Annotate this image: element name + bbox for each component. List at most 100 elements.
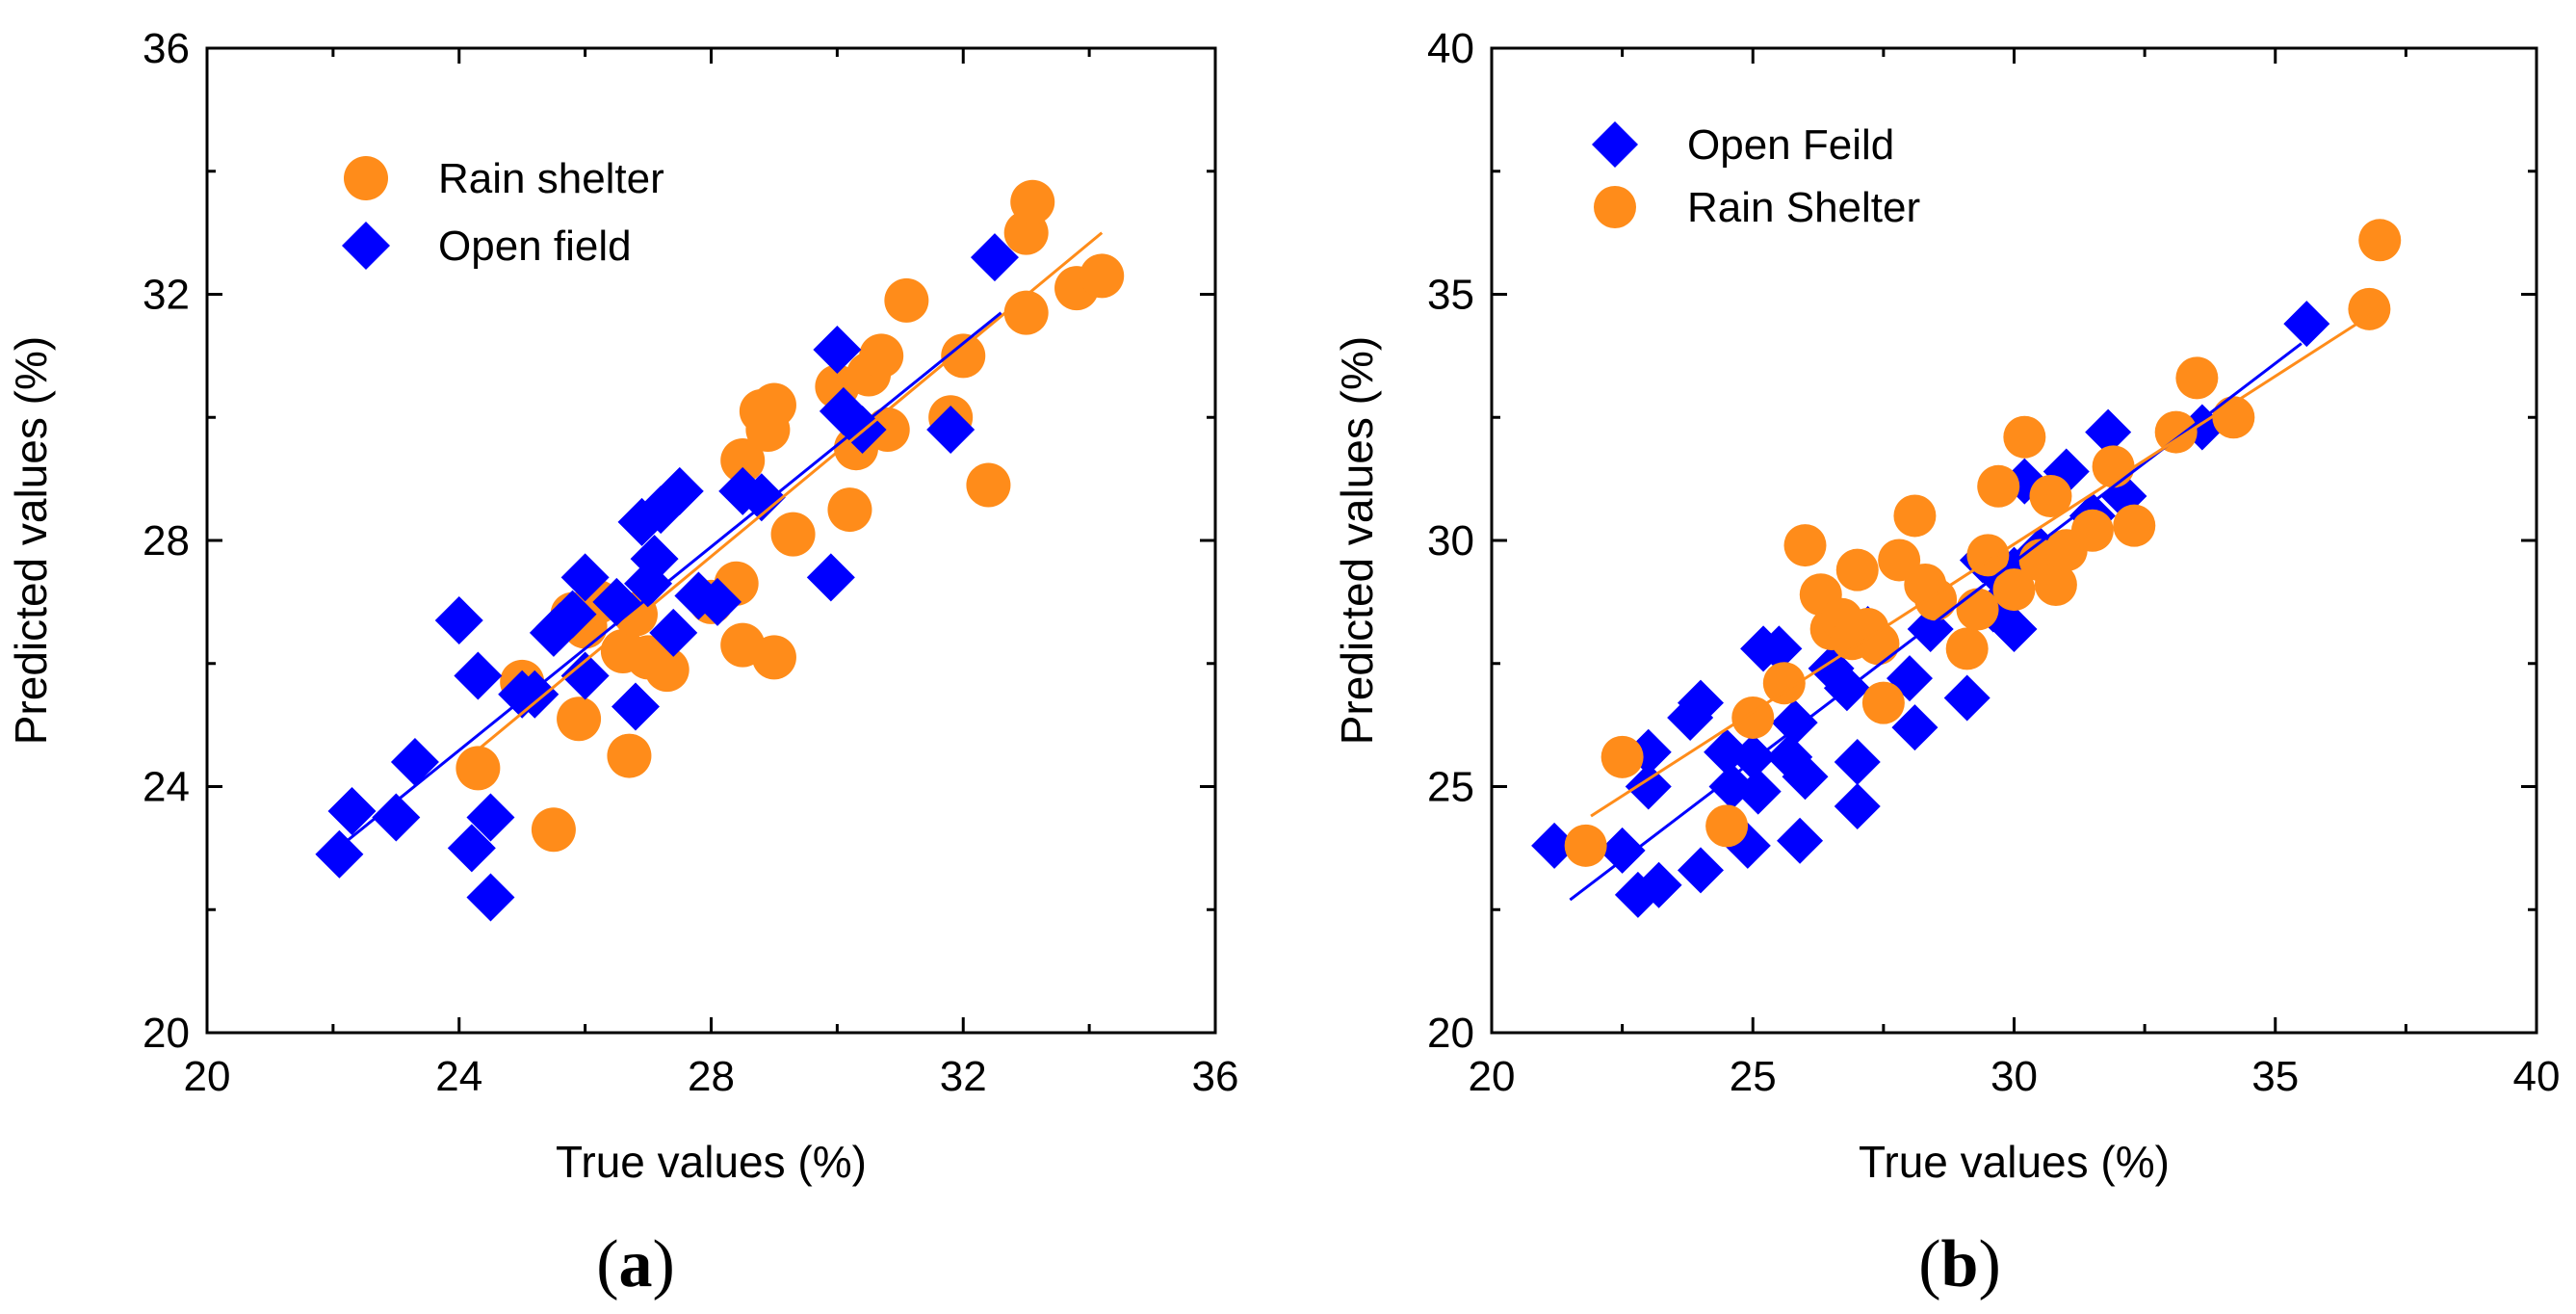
chart-b-xlabel: True values (%) — [1859, 1137, 2170, 1187]
chart-a-legend-open-field-label: Open field — [438, 223, 632, 270]
panel-b-chart: 20 25 30 35 40 20 25 30 35 40 True values (%) Predi… — [1332, 25, 2560, 1187]
chart-a-xtick-label: 32 — [940, 1053, 987, 1100]
chart-b-rain-shelter-point — [2113, 504, 2156, 547]
chart-a-rain-shelter-point — [455, 746, 501, 791]
panel-b-caption: (b) — [1918, 1227, 2001, 1301]
chart-a-open-field-point — [466, 793, 515, 842]
chart-b-xtick-label: 35 — [2251, 1053, 2299, 1100]
chart-b-rain-shelter-point — [2358, 219, 2402, 262]
chart-a-ytick-label: 28 — [143, 517, 190, 565]
chart-b-rain-shelter-point — [1762, 662, 1806, 705]
chart-a-open-field-point — [447, 824, 496, 873]
chart-b-rain-shelter-point — [1783, 524, 1827, 567]
chart-b-xtick-label: 30 — [1991, 1053, 2038, 1100]
chart-a-open-field-point — [466, 873, 515, 922]
chart-a-rain-shelter-point — [1010, 179, 1055, 224]
chart-a-rain-shelter-point — [1003, 290, 1049, 335]
chart-b-open-feild-point — [1531, 822, 1578, 869]
chart-b-open-feild-point — [1834, 782, 1881, 829]
chart-b-rain-shelter-point — [2348, 287, 2391, 330]
chart-b-rain-shelter-point — [2070, 509, 2114, 552]
chart-b-open-feild-point — [1834, 738, 1881, 785]
chart-a-open-field-point — [693, 577, 742, 626]
chart-b-open-feild-point — [2043, 448, 2090, 495]
chart-a-xlabel: True values (%) — [556, 1137, 867, 1187]
chart-b-open-feild-point — [2283, 301, 2330, 348]
chart-b-open-feild-point — [1777, 817, 1824, 864]
chart-a-rain-shelter-point — [884, 277, 929, 323]
chart-a-rain-shelter-point — [827, 487, 872, 533]
chart-b-open-feild-point — [1734, 768, 1782, 815]
chart-a-rain-shelter-point — [557, 696, 602, 742]
chart-a-open-field-point — [372, 793, 421, 842]
chart-b-open-feild-point — [1625, 763, 1672, 810]
chart-a-open-field-point — [434, 596, 483, 645]
chart-b-ytick-label: 20 — [1427, 1010, 1474, 1057]
chart-a-rain-shelter-point — [966, 462, 1011, 508]
chart-b-open-feild-point — [1782, 753, 1829, 801]
chart-b-ylabel: Predicted values (%) — [1332, 336, 1382, 745]
chart-a-open-field-point — [510, 670, 559, 719]
chart-a-open-field-fit-line — [345, 311, 1002, 844]
chart-b-ytick-label: 30 — [1427, 517, 1474, 565]
chart-b-open-feild-point — [1599, 827, 1646, 874]
chart-a-rain-shelter-point — [720, 437, 766, 483]
chart-a-open-field-point — [970, 233, 1019, 282]
chart-a-open-field-point — [655, 466, 704, 515]
chart-b-ytick-label: 25 — [1427, 764, 1474, 811]
chart-a-open-field-point — [560, 553, 610, 602]
chart-a-rain-shelter-point — [1080, 253, 1125, 299]
chart-a-rain-shelter-point — [607, 733, 652, 778]
chart-a-rain-shelter-point — [770, 512, 816, 557]
chart-b-open-feild-point — [1678, 679, 1724, 726]
chart-a-ylabel: Predicted values (%) — [6, 336, 56, 745]
chart-b-rain-shelter-point — [1966, 534, 2010, 577]
chart-b-legend-open-feild-marker — [1592, 121, 1638, 168]
chart-b-rain-shelter-point — [1861, 681, 1905, 724]
chart-a-open-field-point — [560, 651, 610, 700]
chart-a-ytick-label: 36 — [143, 25, 190, 72]
chart-a-open-field-point — [454, 651, 503, 700]
chart-a-rain-shelter-point — [751, 382, 796, 428]
chart-a-open-field-point — [737, 473, 786, 522]
chart-b-open-feild-point — [1991, 605, 2038, 652]
chart-b-rain-shelter-point — [2029, 475, 2072, 518]
chart-b-xtick-label: 40 — [2513, 1053, 2561, 1100]
chart-a-legend-rain-shelter-label: Rain shelter — [438, 155, 664, 202]
chart-b-xtick-label: 25 — [1730, 1053, 1777, 1100]
chart-b-rain-shelter-point — [1945, 627, 1989, 670]
chart-a-open-field-point — [390, 737, 439, 786]
chart-b-rain-shelter-point — [1835, 548, 1879, 591]
chart-a-legend-open-field-marker — [342, 222, 390, 270]
chart-a-legend-rain-shelter-marker — [344, 156, 388, 200]
chart-b-open-feild-point — [1891, 704, 1939, 751]
chart-a-rain-shelter-point — [941, 333, 986, 379]
chart-a-open-field-point — [630, 535, 679, 584]
chart-a-open-field-point — [718, 466, 768, 515]
chart-b-rain-shelter-point — [1600, 735, 1644, 778]
chart-b-rain-shelter-point — [1564, 824, 1607, 867]
chart-a-open-field-point — [813, 325, 862, 374]
chart-a-open-field-point — [926, 406, 976, 455]
chart-b-rain-shelter-point — [1705, 804, 1749, 848]
chart-b-rain-shelter-point — [1992, 568, 2036, 612]
chart-a-open-field-point — [327, 787, 377, 836]
chart-a-ytick-label: 24 — [143, 764, 190, 811]
chart-b-rain-shelter-point — [2175, 356, 2219, 400]
chart-a-rain-shelter-point — [644, 647, 690, 693]
chart-b-open-feild-point — [1943, 674, 1991, 722]
chart-b-rain-shelter-point — [2034, 563, 2077, 606]
chart-a-rain-shelter-point — [859, 333, 904, 379]
chart-a-open-field-point — [611, 682, 660, 731]
chart-b-open-feild-point — [1756, 625, 1803, 672]
chart-b-xtick-label: 20 — [1469, 1053, 1516, 1100]
chart-a-open-field-point — [806, 553, 855, 602]
chart-b-open-feild-fit-line — [1569, 342, 2303, 902]
chart-a-xtick-label: 28 — [688, 1053, 735, 1100]
chart-b-rain-shelter-point — [2154, 410, 2198, 454]
chart-b-open-feild-point — [2085, 408, 2132, 456]
chart-b-legend-open-feild-label: Open Feild — [1687, 121, 1894, 169]
chart-a-ytick-label: 20 — [143, 1010, 190, 1057]
chart-a-open-field-point — [315, 829, 364, 879]
